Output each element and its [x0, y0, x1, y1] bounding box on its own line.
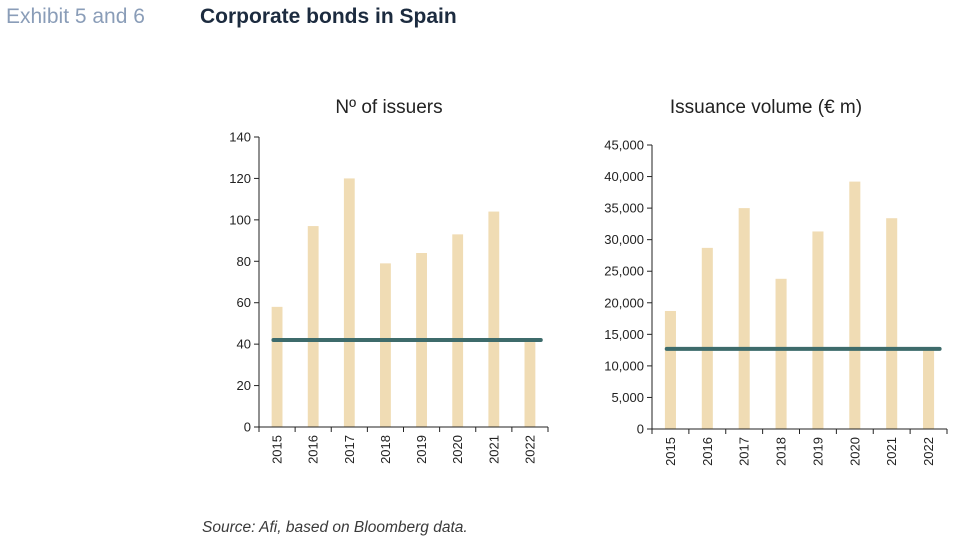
chart-title: Nº of issuers — [335, 97, 442, 118]
bar — [701, 247, 713, 429]
y-tick-label: 0 — [244, 420, 251, 435]
y-tick-label: 80 — [237, 254, 251, 269]
y-tick-label: 30,000 — [604, 232, 644, 247]
y-tick-label: 5,000 — [611, 390, 644, 405]
bar — [664, 310, 676, 429]
chart-title: Issuance volume (€ m) — [670, 97, 862, 118]
y-tick-label: 40 — [237, 337, 251, 352]
y-tick-label: 40,000 — [604, 169, 644, 184]
y-tick-label: 45,000 — [604, 138, 644, 153]
x-tick-label: 2018 — [774, 437, 789, 466]
y-tick-label: 25,000 — [604, 264, 644, 279]
chart-1: Nº of issuers 0 20 40 60 80 100 120 140 2015 2016 2… — [229, 97, 549, 464]
y-tick-label: 20,000 — [604, 295, 644, 310]
bar — [775, 278, 787, 429]
x-tick-label: 2016 — [306, 435, 321, 464]
x-tick-label: 2021 — [486, 435, 501, 464]
x-tick-label: 2021 — [884, 437, 899, 466]
x-tick-label: 2019 — [414, 435, 429, 464]
bar — [886, 218, 898, 429]
x-tick-label: 2020 — [450, 435, 465, 464]
x-tick-label: 2015 — [270, 435, 285, 464]
x-tick-label: 2019 — [810, 437, 825, 466]
y-tick-label: 20 — [237, 378, 251, 393]
bar — [488, 211, 500, 427]
bar — [307, 226, 319, 427]
y-tick-label: 10,000 — [604, 358, 644, 373]
x-tick-label: 2017 — [342, 435, 357, 464]
x-tick-label: 2022 — [522, 435, 537, 464]
bar — [812, 231, 824, 429]
y-tick-label: 120 — [229, 171, 251, 186]
bar — [524, 342, 536, 427]
bar — [849, 181, 861, 429]
y-tick-label: 60 — [237, 295, 251, 310]
x-tick-label: 2022 — [921, 437, 936, 466]
page-title: Corporate bonds in Spain — [200, 5, 457, 28]
y-tick-label: 35,000 — [604, 201, 644, 216]
x-tick-label: 2016 — [700, 437, 715, 466]
y-tick-label: 140 — [229, 130, 251, 145]
x-tick-label: 2018 — [378, 435, 393, 464]
x-tick-label: 2020 — [847, 437, 862, 466]
bar — [271, 306, 283, 427]
source-note: Source: Afi, based on Bloomberg data. — [202, 519, 468, 536]
y-tick-label: 0 — [637, 422, 644, 437]
bar — [923, 348, 935, 429]
x-tick-label: 2015 — [663, 437, 678, 466]
exhibit-label: Exhibit 5 and 6 — [6, 5, 145, 28]
bar — [343, 178, 355, 427]
x-tick-label: 2017 — [737, 437, 752, 466]
chart-2: Issuance volume (€ m) 0 5,000 10,000 15,000 2… — [604, 97, 948, 466]
bar — [380, 263, 391, 427]
bar — [452, 234, 464, 427]
bar — [738, 208, 750, 429]
y-tick-label: 100 — [229, 212, 251, 227]
y-tick-label: 15,000 — [604, 327, 644, 342]
